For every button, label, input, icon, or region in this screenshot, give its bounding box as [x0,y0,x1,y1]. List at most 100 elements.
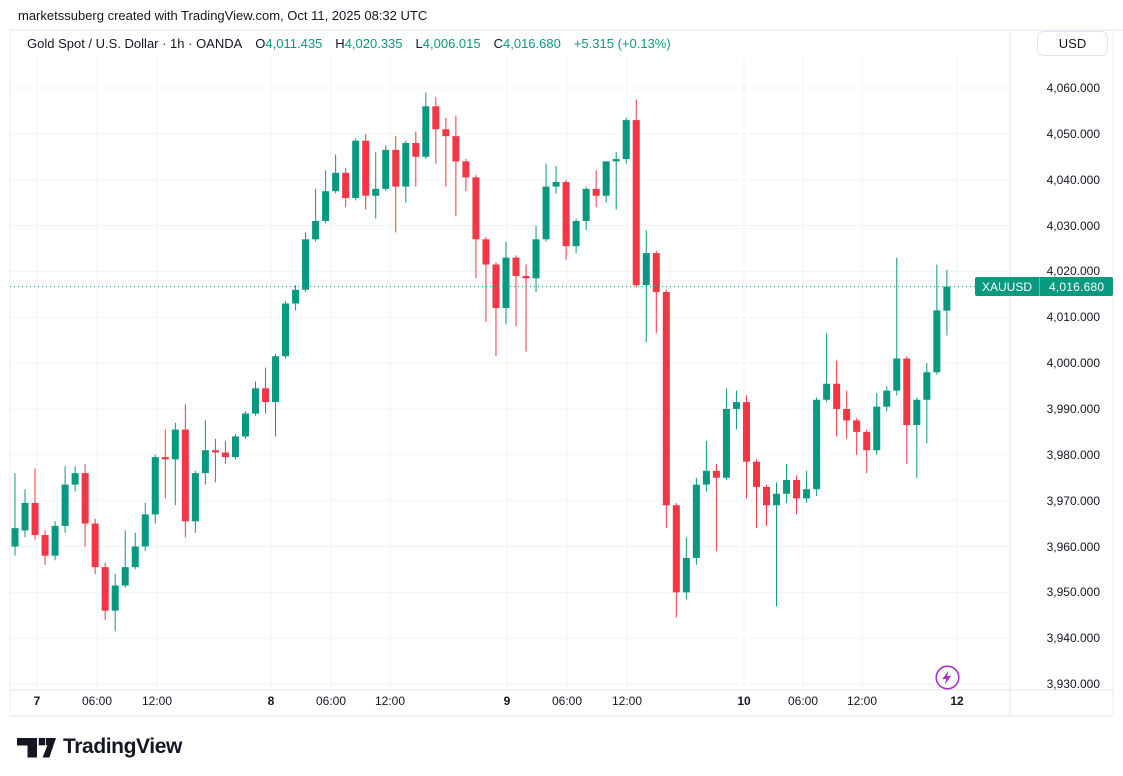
candle-body-up [602,161,610,196]
time-tick-label: 12:00 [611,694,643,708]
candle-body-up [21,502,29,531]
candle-body-up [332,172,340,192]
candle-body-up [933,310,941,373]
candle-body-down [742,402,750,462]
candle-body-down [863,431,871,451]
candle-body-up [111,585,119,611]
candle-body-down [392,149,400,187]
candle-body-down [181,429,189,522]
candle-body-down [492,264,500,309]
time-tick-label: 06:00 [787,694,819,708]
candle-body-up [352,140,360,199]
candle-body-up [241,413,249,437]
candle-body-up [312,220,320,240]
price-tick-label: 3,990.000 [1046,401,1100,416]
time-tick-label: 12:00 [374,694,406,708]
price-tick-label: 3,980.000 [1046,447,1100,462]
candle-body-down [833,383,841,409]
candle-body-up [692,484,700,558]
time-tick-label: 9 [503,694,511,708]
candle-body-up [732,402,740,409]
candle-body-up [11,528,19,547]
time-axis: 7 06:00 12:00 8 06:00 12:00 9 06:00 12:00 10 06:00… [0,694,1123,714]
candle-body-down [712,470,720,478]
candle-body-up [402,143,410,187]
candle-body-down [362,140,370,196]
candle-body-down [562,181,570,247]
candle-body-down [211,450,219,453]
tradingview-logo-icon [17,738,56,758]
candle-body-down [221,452,229,458]
price-tick-label: 3,960.000 [1046,539,1100,554]
candle-body-down [262,388,269,403]
candle-body-up [873,406,881,451]
low-label: L [415,36,423,51]
price-tick-label: 3,940.000 [1046,631,1100,646]
candle-body-down [472,177,480,240]
candle-body-down [843,408,851,421]
time-tick-label: 8 [267,694,275,708]
candle-body-up [502,257,510,309]
open-label: O [255,36,266,51]
candle-body-up [612,159,620,162]
candle-body-up [913,399,921,425]
candle-body-up [813,399,821,490]
symbol-title: Gold Spot / U.S. Dollar · 1h · OANDA [27,36,243,51]
last-price-symbol: XAUUSD [975,277,1041,296]
last-price-label: XAUUSD 4,016.680 [975,277,1114,296]
time-tick-label: 10 [737,694,751,708]
candle-body-up [893,358,901,391]
ohlc-close: C4,016.680 [494,36,561,51]
time-tick-label: 06:00 [81,694,113,708]
candle-body-up [622,120,630,160]
candle-body-up [642,253,650,286]
candle-body-up [702,470,710,485]
candle-body-up [722,408,730,478]
candle-body-up [382,149,390,189]
candle-body-up [151,457,159,515]
candle-body-up [171,429,179,460]
tradingview-logo[interactable]: TradingView [16,732,182,762]
price-tick-label: 4,030.000 [1046,218,1100,233]
candle-body-down [512,257,520,276]
candle-body-up [272,356,280,403]
price-tick-label: 4,000.000 [1046,356,1100,371]
price-tick-label: 3,950.000 [1046,585,1100,600]
candle-body-down [793,480,801,499]
candle-body-up [883,390,891,407]
high-value: 4,020.335 [344,36,403,51]
candle-body-up [823,383,831,400]
price-tick-label: 4,010.000 [1046,310,1100,325]
candle-body-up [682,557,690,593]
candle-body-up [201,450,209,474]
candle-body-up [141,514,149,547]
candle-body-down [903,358,911,425]
candle-body-up [282,303,290,357]
candle-body-up [552,181,560,187]
ohlc-high: H4,020.335 [335,36,402,51]
candle-body-down [161,457,169,460]
price-change: +5.315 (+0.13%) [573,36,671,51]
candle-body-down [432,106,440,130]
close-label: C [493,36,503,51]
candle-body-up [422,106,430,157]
price-tick-label: 4,050.000 [1046,126,1100,141]
candle-body-up [121,567,129,586]
candle-body-down [632,120,640,286]
market-status-indicator[interactable] [934,664,961,691]
price-axis: 4,060.000 4,050.000 4,040.000 4,030.000 4,02… [1014,0,1100,776]
low-value: 4,006.015 [422,36,481,51]
candle-body-down [342,172,350,199]
close-value: 4,016.680 [503,36,561,51]
ohlc-open: O4,011.435 [255,36,322,51]
currency-toggle-button[interactable]: USD [1037,31,1108,56]
time-tick-label: 12:00 [846,694,878,708]
symbol-info-bar: Gold Spot / U.S. Dollar · 1h · OANDA O4,… [27,36,671,51]
candle-body-down [81,473,89,524]
candle-body-down [41,535,49,556]
candle-body-down [662,292,670,506]
candle-body-up [542,186,550,240]
open-value: 4,011.435 [265,36,323,51]
candle-body-down [592,188,600,196]
